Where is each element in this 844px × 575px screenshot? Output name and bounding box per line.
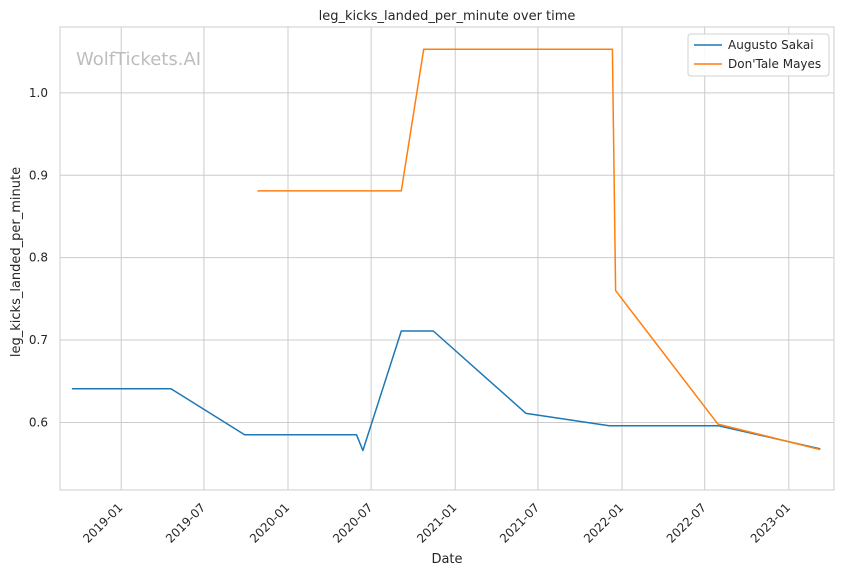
series-layer [71, 48, 821, 452]
y-axis: 0.6 0.7 0.8 0.9 1.0 [29, 86, 48, 430]
y-axis-title: leg_kicks_landed_per_minute [9, 167, 24, 357]
plot-frame [59, 26, 835, 491]
legend-box [687, 33, 830, 77]
grid [60, 27, 834, 490]
y-tick-label: 0.8 [29, 251, 48, 265]
series-line-don-tale-mayes [257, 48, 821, 451]
series-line-augusto-sakai [71, 330, 821, 452]
chart-title: leg_kicks_landed_per_minute over time [319, 9, 576, 24]
y-tick-label: 0.9 [29, 168, 48, 182]
y-tick-label: 0.6 [29, 415, 48, 429]
watermark-text: WolfTickets.AI [76, 49, 201, 70]
legend-label-dontale-mayes: Don'Tale Mayes [728, 57, 821, 71]
y-tick-label: 0.7 [29, 333, 48, 347]
plot-area [60, 27, 834, 490]
legend: Augusto Sakai Don'Tale Mayes [687, 33, 830, 77]
legend-label-augusto-sakai: Augusto Sakai [728, 38, 814, 52]
y-tick-label: 1.0 [29, 86, 48, 100]
x-axis-title: Date [431, 552, 462, 567]
